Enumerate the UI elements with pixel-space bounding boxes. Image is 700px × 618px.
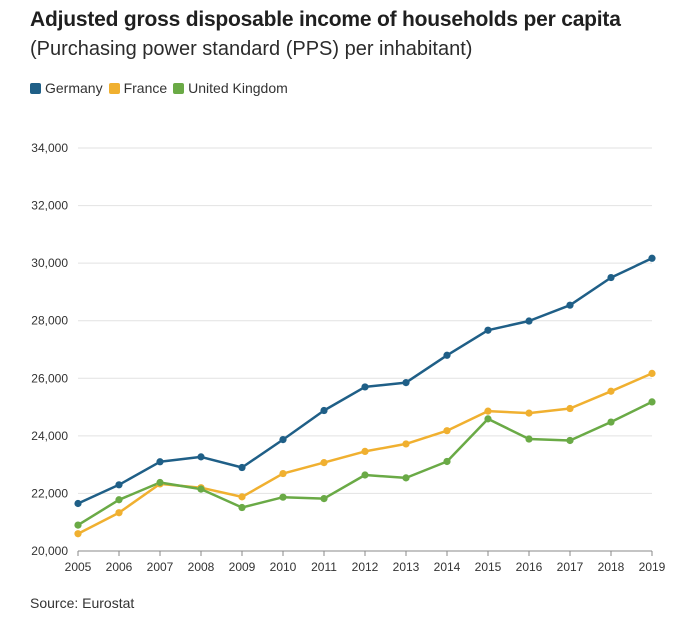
- data-point-united-kingdom: [402, 474, 410, 482]
- data-point-france: [566, 404, 574, 413]
- x-tick-label: 2014: [434, 560, 461, 574]
- y-tick-label: 30,000: [31, 256, 68, 270]
- gridlines: [78, 147, 652, 494]
- data-point-germany: [197, 453, 205, 461]
- x-tick-label: 2008: [188, 560, 215, 574]
- x-tick-label: 2017: [557, 560, 584, 574]
- data-point-france: [238, 493, 246, 501]
- x-tick-label: 2016: [516, 560, 543, 574]
- legend: Germany France United Kingdom: [30, 80, 294, 96]
- legend-swatch-france: [108, 82, 120, 94]
- data-point-france: [115, 509, 123, 517]
- data-point-united-kingdom: [525, 435, 533, 443]
- legend-item-united-kingdom: United Kingdom: [173, 80, 288, 96]
- data-point-germany: [566, 301, 574, 309]
- data-point-united-kingdom: [74, 521, 82, 529]
- data-point-germany: [525, 317, 533, 325]
- legend-swatch-united-kingdom: [173, 82, 185, 94]
- data-point-united-kingdom: [238, 503, 246, 512]
- x-tick-label: 2006: [106, 560, 133, 574]
- data-point-germany: [484, 326, 492, 334]
- series-points: [74, 254, 656, 538]
- x-tick-label: 2005: [65, 560, 92, 574]
- data-point-germany: [443, 351, 451, 359]
- series-line-germany: [76, 257, 654, 505]
- x-tick-label: 2009: [229, 560, 256, 574]
- data-point-france: [74, 530, 82, 538]
- data-point-united-kingdom: [115, 496, 123, 504]
- data-point-united-kingdom: [607, 418, 615, 426]
- legend-label-united-kingdom: United Kingdom: [188, 80, 288, 96]
- y-tick-label: 34,000: [31, 141, 68, 155]
- y-tick-label: 32,000: [31, 199, 68, 213]
- legend-item-germany: Germany: [30, 80, 103, 96]
- data-point-germany: [74, 499, 82, 508]
- y-axis-tick-labels: 20,000 22,000 24,000 26,000 28,000 30,000 32,0…: [31, 141, 68, 558]
- data-point-france: [320, 459, 328, 467]
- data-point-france: [648, 369, 656, 378]
- data-point-germany: [320, 406, 328, 415]
- data-point-united-kingdom: [197, 485, 205, 493]
- x-axis-tick-labels: 2005 2006 2007 2008 2009 2010 2011 2012 2013 2014…: [65, 560, 666, 574]
- x-tick-label: 2015: [475, 560, 502, 574]
- chart-subtitle: (Purchasing power standard (PPS) per inh…: [30, 38, 473, 60]
- x-tick-label: 2012: [352, 560, 379, 574]
- data-point-germany: [279, 436, 287, 444]
- y-tick-label: 20,000: [31, 544, 68, 558]
- x-tick-label: 2011: [311, 560, 337, 574]
- data-point-united-kingdom: [361, 471, 369, 479]
- data-point-france: [607, 387, 615, 395]
- chart-title: Adjusted gross disposable income of hous…: [30, 8, 621, 31]
- legend-label-germany: Germany: [45, 80, 103, 96]
- data-point-united-kingdom: [320, 495, 328, 503]
- source-note: Source: Eurostat: [30, 595, 135, 611]
- data-point-germany: [648, 254, 656, 262]
- data-point-germany: [361, 383, 369, 391]
- data-point-france: [279, 469, 287, 478]
- data-point-germany: [238, 463, 246, 472]
- data-point-germany: [156, 458, 164, 466]
- x-tick-label: 2013: [393, 560, 420, 574]
- data-point-germany: [607, 273, 615, 282]
- y-tick-label: 28,000: [31, 314, 68, 328]
- x-tick-label: 2018: [598, 560, 625, 574]
- data-point-germany: [115, 481, 123, 489]
- legend-item-france: France: [108, 80, 168, 96]
- data-point-united-kingdom: [648, 398, 656, 406]
- y-tick-label: 24,000: [31, 429, 68, 443]
- data-point-france: [525, 409, 533, 417]
- legend-swatch-germany: [30, 82, 41, 94]
- data-point-united-kingdom: [566, 436, 574, 445]
- legend-label-france: France: [123, 80, 168, 96]
- data-point-united-kingdom: [484, 415, 492, 423]
- data-point-france: [484, 407, 492, 415]
- data-point-france: [361, 447, 369, 456]
- y-tick-label: 26,000: [31, 371, 68, 385]
- data-point-france: [443, 427, 451, 435]
- series-line-united-kingdom: [76, 400, 654, 527]
- data-point-germany: [402, 379, 410, 387]
- data-point-united-kingdom: [279, 493, 287, 501]
- data-point-united-kingdom: [156, 478, 164, 487]
- x-tick-label: 2007: [147, 560, 174, 574]
- y-tick-label: 22,000: [31, 486, 68, 500]
- x-tick-label: 2019: [639, 560, 666, 574]
- x-tick-label: 2010: [270, 560, 297, 574]
- data-point-france: [402, 440, 410, 448]
- data-point-united-kingdom: [443, 457, 451, 466]
- axes: [77, 550, 653, 556]
- series-lines: [76, 257, 654, 535]
